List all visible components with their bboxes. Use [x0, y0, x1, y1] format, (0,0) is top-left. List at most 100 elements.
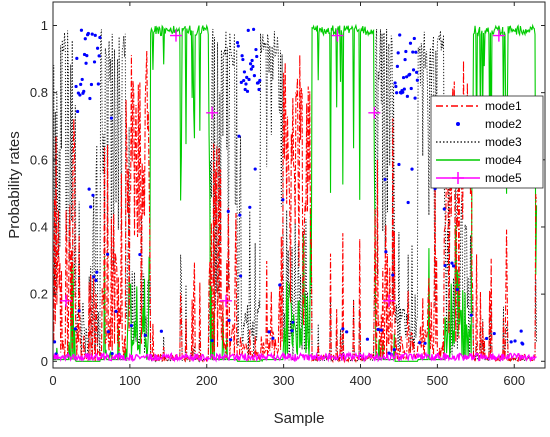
mode2-point — [83, 37, 87, 41]
series-mode2-points — [53, 27, 525, 357]
mode2-point — [242, 78, 246, 83]
x-axis-label: Sample — [274, 410, 325, 427]
mode2-point — [239, 80, 243, 84]
mode2-point — [238, 213, 242, 217]
series-mode1-line — [53, 51, 538, 364]
mode2-point — [509, 340, 513, 344]
mode2-point — [411, 68, 416, 72]
mode2-point — [89, 82, 94, 87]
y-tick-label: 0.6 — [30, 152, 48, 167]
legend-swatch-mode2 — [456, 122, 460, 126]
mode2-point — [236, 44, 240, 48]
mode2-point — [110, 351, 114, 356]
mode2-point — [247, 77, 251, 82]
mode5-plus-marker — [368, 106, 381, 119]
mode2-point — [379, 328, 383, 332]
mode2-point — [86, 31, 90, 36]
mode2-point — [254, 47, 258, 52]
mode2-point — [403, 57, 407, 62]
mode2-point — [397, 162, 401, 167]
mode5-plus-marker — [170, 29, 182, 42]
mode2-point — [249, 67, 253, 71]
mode2-point — [513, 339, 517, 343]
mode2-point — [521, 342, 525, 346]
x-tick-label: 200 — [196, 373, 218, 388]
mode2-point — [237, 134, 241, 138]
mode2-point — [271, 336, 275, 340]
mode5-plus-marker — [382, 294, 395, 307]
mode5-plus-marker — [331, 29, 344, 42]
mode2-point — [252, 27, 256, 31]
mode2-point — [245, 89, 250, 93]
mode2-point — [252, 74, 257, 78]
mode2-point — [78, 93, 82, 97]
legend-label-mode2: mode2 — [485, 117, 522, 131]
legend-label-mode5: mode5 — [485, 171, 522, 185]
mode2-point — [418, 340, 422, 345]
mode2-point — [255, 54, 259, 59]
series-mode5-markers — [60, 29, 542, 307]
mode2-point — [246, 28, 250, 32]
mode2-point — [226, 209, 230, 213]
y-axis-label: Probability rates — [6, 131, 23, 239]
mode2-point — [395, 64, 399, 68]
mode2-point — [251, 64, 255, 69]
mode2-point — [258, 78, 262, 83]
mode2-point — [442, 207, 446, 211]
mode2-point — [484, 336, 489, 341]
x-tick-label: 400 — [350, 373, 372, 388]
mode2-point — [143, 333, 147, 337]
series-layer — [53, 23, 542, 364]
mode2-point — [88, 96, 92, 101]
mode2-point — [394, 84, 398, 89]
x-tick-label: 500 — [427, 373, 449, 388]
mode2-point — [443, 263, 447, 268]
mode2-point — [97, 54, 101, 58]
mode2-point — [365, 337, 370, 341]
legend-item-mode5: mode5 — [436, 171, 522, 185]
mode2-point — [451, 264, 456, 268]
mode2-point — [404, 49, 408, 54]
mode2-point — [376, 327, 380, 332]
mode2-point — [244, 82, 248, 86]
mode2-point — [84, 61, 88, 65]
mode2-point — [90, 32, 94, 36]
mode2-point — [210, 338, 214, 343]
mode2-point — [248, 205, 252, 209]
mode2-point — [82, 89, 86, 94]
mode2-point — [235, 41, 240, 45]
mode2-point — [105, 252, 110, 256]
mode2-point — [243, 87, 247, 92]
mode2-point — [392, 348, 396, 352]
axis-ticks: 0 100 200 300 400 500 600 0 0.2 0.4 0.6 0.8 1 — [30, 2, 545, 388]
mode2-point — [406, 200, 410, 205]
mode2-point — [79, 28, 84, 32]
mode2-point — [401, 90, 405, 94]
mode2-point — [281, 198, 285, 202]
mode2-point — [450, 261, 454, 265]
x-tick-label: 300 — [273, 373, 295, 388]
mode2-point — [94, 278, 98, 282]
mode2-point — [96, 82, 100, 86]
mode5-plus-marker — [60, 294, 73, 307]
mode2-point — [242, 70, 247, 74]
mode5-plus-marker — [492, 29, 505, 42]
mode2-point — [391, 273, 395, 277]
mode5-plus-marker — [206, 106, 219, 119]
mode2-point — [345, 330, 349, 334]
mode2-point — [256, 81, 260, 85]
y-tick-label: 0.8 — [30, 85, 48, 100]
mode2-point — [240, 54, 244, 58]
mode2-point — [227, 318, 231, 322]
mode2-point — [87, 187, 91, 191]
mode2-point — [238, 274, 243, 278]
mode2-point — [91, 193, 95, 197]
mode2-point — [138, 252, 142, 257]
legend-box — [430, 95, 544, 189]
mode2-point — [241, 57, 245, 62]
y-tick-label: 0.2 — [30, 287, 48, 302]
x-tick-label: 100 — [119, 373, 141, 388]
mode2-point — [290, 329, 294, 333]
mode5-plus-marker — [219, 294, 232, 307]
